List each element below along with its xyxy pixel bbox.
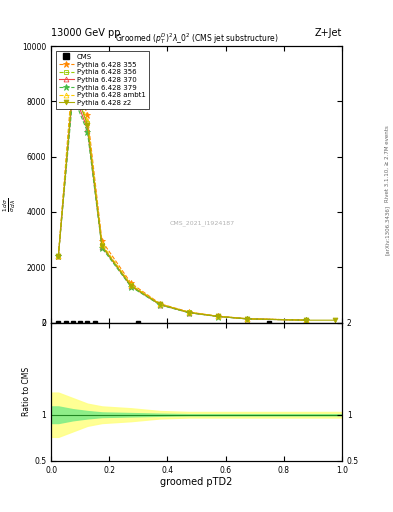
Pythia 6.428 370 bbox=[216, 313, 221, 319]
Pythia 6.428 370 bbox=[56, 253, 61, 259]
Text: [arXiv:1306.3436]: [arXiv:1306.3436] bbox=[385, 205, 390, 255]
X-axis label: groomed pTD2: groomed pTD2 bbox=[160, 477, 233, 487]
Pythia 6.428 ambt1 bbox=[56, 253, 61, 259]
Pythia 6.428 z2 bbox=[100, 243, 105, 249]
Pythia 6.428 z2 bbox=[129, 283, 134, 289]
Pythia 6.428 379 bbox=[187, 310, 192, 316]
Line: Pythia 6.428 355: Pythia 6.428 355 bbox=[55, 68, 309, 324]
Pythia 6.428 z2 bbox=[216, 313, 221, 319]
Pythia 6.428 379 bbox=[129, 284, 134, 290]
Pythia 6.428 356 bbox=[158, 301, 163, 307]
Pythia 6.428 379 bbox=[303, 317, 308, 324]
Pythia 6.428 370 bbox=[100, 244, 105, 250]
Pythia 6.428 379 bbox=[245, 316, 250, 322]
Pythia 6.428 370 bbox=[129, 283, 134, 289]
Pythia 6.428 370 bbox=[71, 87, 75, 93]
Text: $\frac{1}{\sigma}\frac{d\sigma}{d\lambda}$: $\frac{1}{\sigma}\frac{d\sigma}{d\lambda… bbox=[2, 198, 18, 212]
Pythia 6.428 z2 bbox=[56, 253, 61, 259]
Text: Z+Jet: Z+Jet bbox=[314, 28, 342, 38]
Pythia 6.428 z2 bbox=[303, 317, 308, 323]
Pythia 6.428 379 bbox=[85, 129, 90, 135]
Pythia 6.428 379 bbox=[100, 245, 105, 251]
Text: 13000 GeV pp: 13000 GeV pp bbox=[51, 28, 121, 38]
Pythia 6.428 ambt1 bbox=[158, 301, 163, 307]
Line: Pythia 6.428 z2: Pythia 6.428 z2 bbox=[56, 82, 337, 323]
Pythia 6.428 ambt1 bbox=[187, 309, 192, 315]
Line: Pythia 6.428 ambt1: Pythia 6.428 ambt1 bbox=[56, 77, 308, 323]
Pythia 6.428 355 bbox=[187, 309, 192, 315]
Pythia 6.428 ambt1 bbox=[245, 316, 250, 322]
Pythia 6.428 355 bbox=[56, 253, 61, 259]
Pythia 6.428 356 bbox=[187, 309, 192, 315]
Pythia 6.428 ambt1 bbox=[85, 118, 90, 124]
Pythia 6.428 355 bbox=[158, 301, 163, 307]
Line: Pythia 6.428 370: Pythia 6.428 370 bbox=[56, 88, 308, 323]
Pythia 6.428 356 bbox=[216, 313, 221, 319]
Pythia 6.428 379 bbox=[71, 93, 75, 99]
Pythia 6.428 356 bbox=[85, 120, 90, 126]
Line: Pythia 6.428 379: Pythia 6.428 379 bbox=[55, 92, 309, 324]
Text: CMS_2021_I1924187: CMS_2021_I1924187 bbox=[170, 220, 235, 226]
Pythia 6.428 z2 bbox=[187, 309, 192, 315]
Pythia 6.428 356 bbox=[100, 242, 105, 248]
Pythia 6.428 z2 bbox=[71, 82, 75, 88]
Pythia 6.428 356 bbox=[129, 282, 134, 288]
Pythia 6.428 370 bbox=[158, 302, 163, 308]
Text: Rivet 3.1.10, ≥ 2.7M events: Rivet 3.1.10, ≥ 2.7M events bbox=[385, 125, 390, 202]
Pythia 6.428 355 bbox=[71, 68, 75, 74]
Pythia 6.428 355 bbox=[129, 280, 134, 286]
Pythia 6.428 379 bbox=[216, 313, 221, 319]
Pythia 6.428 z2 bbox=[158, 302, 163, 308]
Pythia 6.428 355 bbox=[216, 313, 221, 319]
Pythia 6.428 ambt1 bbox=[216, 313, 221, 319]
Pythia 6.428 ambt1 bbox=[303, 317, 308, 323]
Pythia 6.428 355 bbox=[85, 112, 90, 118]
Pythia 6.428 370 bbox=[85, 126, 90, 132]
Pythia 6.428 z2 bbox=[85, 122, 90, 128]
Pythia 6.428 370 bbox=[187, 310, 192, 316]
Pythia 6.428 z2 bbox=[245, 316, 250, 322]
Pythia 6.428 370 bbox=[303, 317, 308, 323]
Pythia 6.428 356 bbox=[303, 317, 308, 323]
Pythia 6.428 356 bbox=[71, 79, 75, 85]
Pythia 6.428 z2 bbox=[332, 317, 337, 323]
Pythia 6.428 356 bbox=[56, 253, 61, 259]
Legend: CMS, Pythia 6.428 355, Pythia 6.428 356, Pythia 6.428 370, Pythia 6.428 379, Pyt: CMS, Pythia 6.428 355, Pythia 6.428 356,… bbox=[56, 51, 149, 109]
Line: Pythia 6.428 356: Pythia 6.428 356 bbox=[56, 79, 308, 323]
Pythia 6.428 370 bbox=[245, 316, 250, 322]
Pythia 6.428 ambt1 bbox=[71, 76, 75, 82]
Pythia 6.428 ambt1 bbox=[100, 241, 105, 247]
Pythia 6.428 355 bbox=[303, 317, 308, 323]
Pythia 6.428 379 bbox=[158, 302, 163, 308]
Pythia 6.428 355 bbox=[100, 238, 105, 244]
Pythia 6.428 379 bbox=[56, 253, 61, 259]
Pythia 6.428 356 bbox=[245, 316, 250, 322]
Title: Groomed $(p_T^D)^2\lambda\_0^2$ (CMS jet substructure): Groomed $(p_T^D)^2\lambda\_0^2$ (CMS jet… bbox=[115, 31, 278, 46]
Pythia 6.428 ambt1 bbox=[129, 282, 134, 288]
Y-axis label: Ratio to CMS: Ratio to CMS bbox=[22, 367, 31, 416]
Pythia 6.428 355 bbox=[245, 315, 250, 322]
